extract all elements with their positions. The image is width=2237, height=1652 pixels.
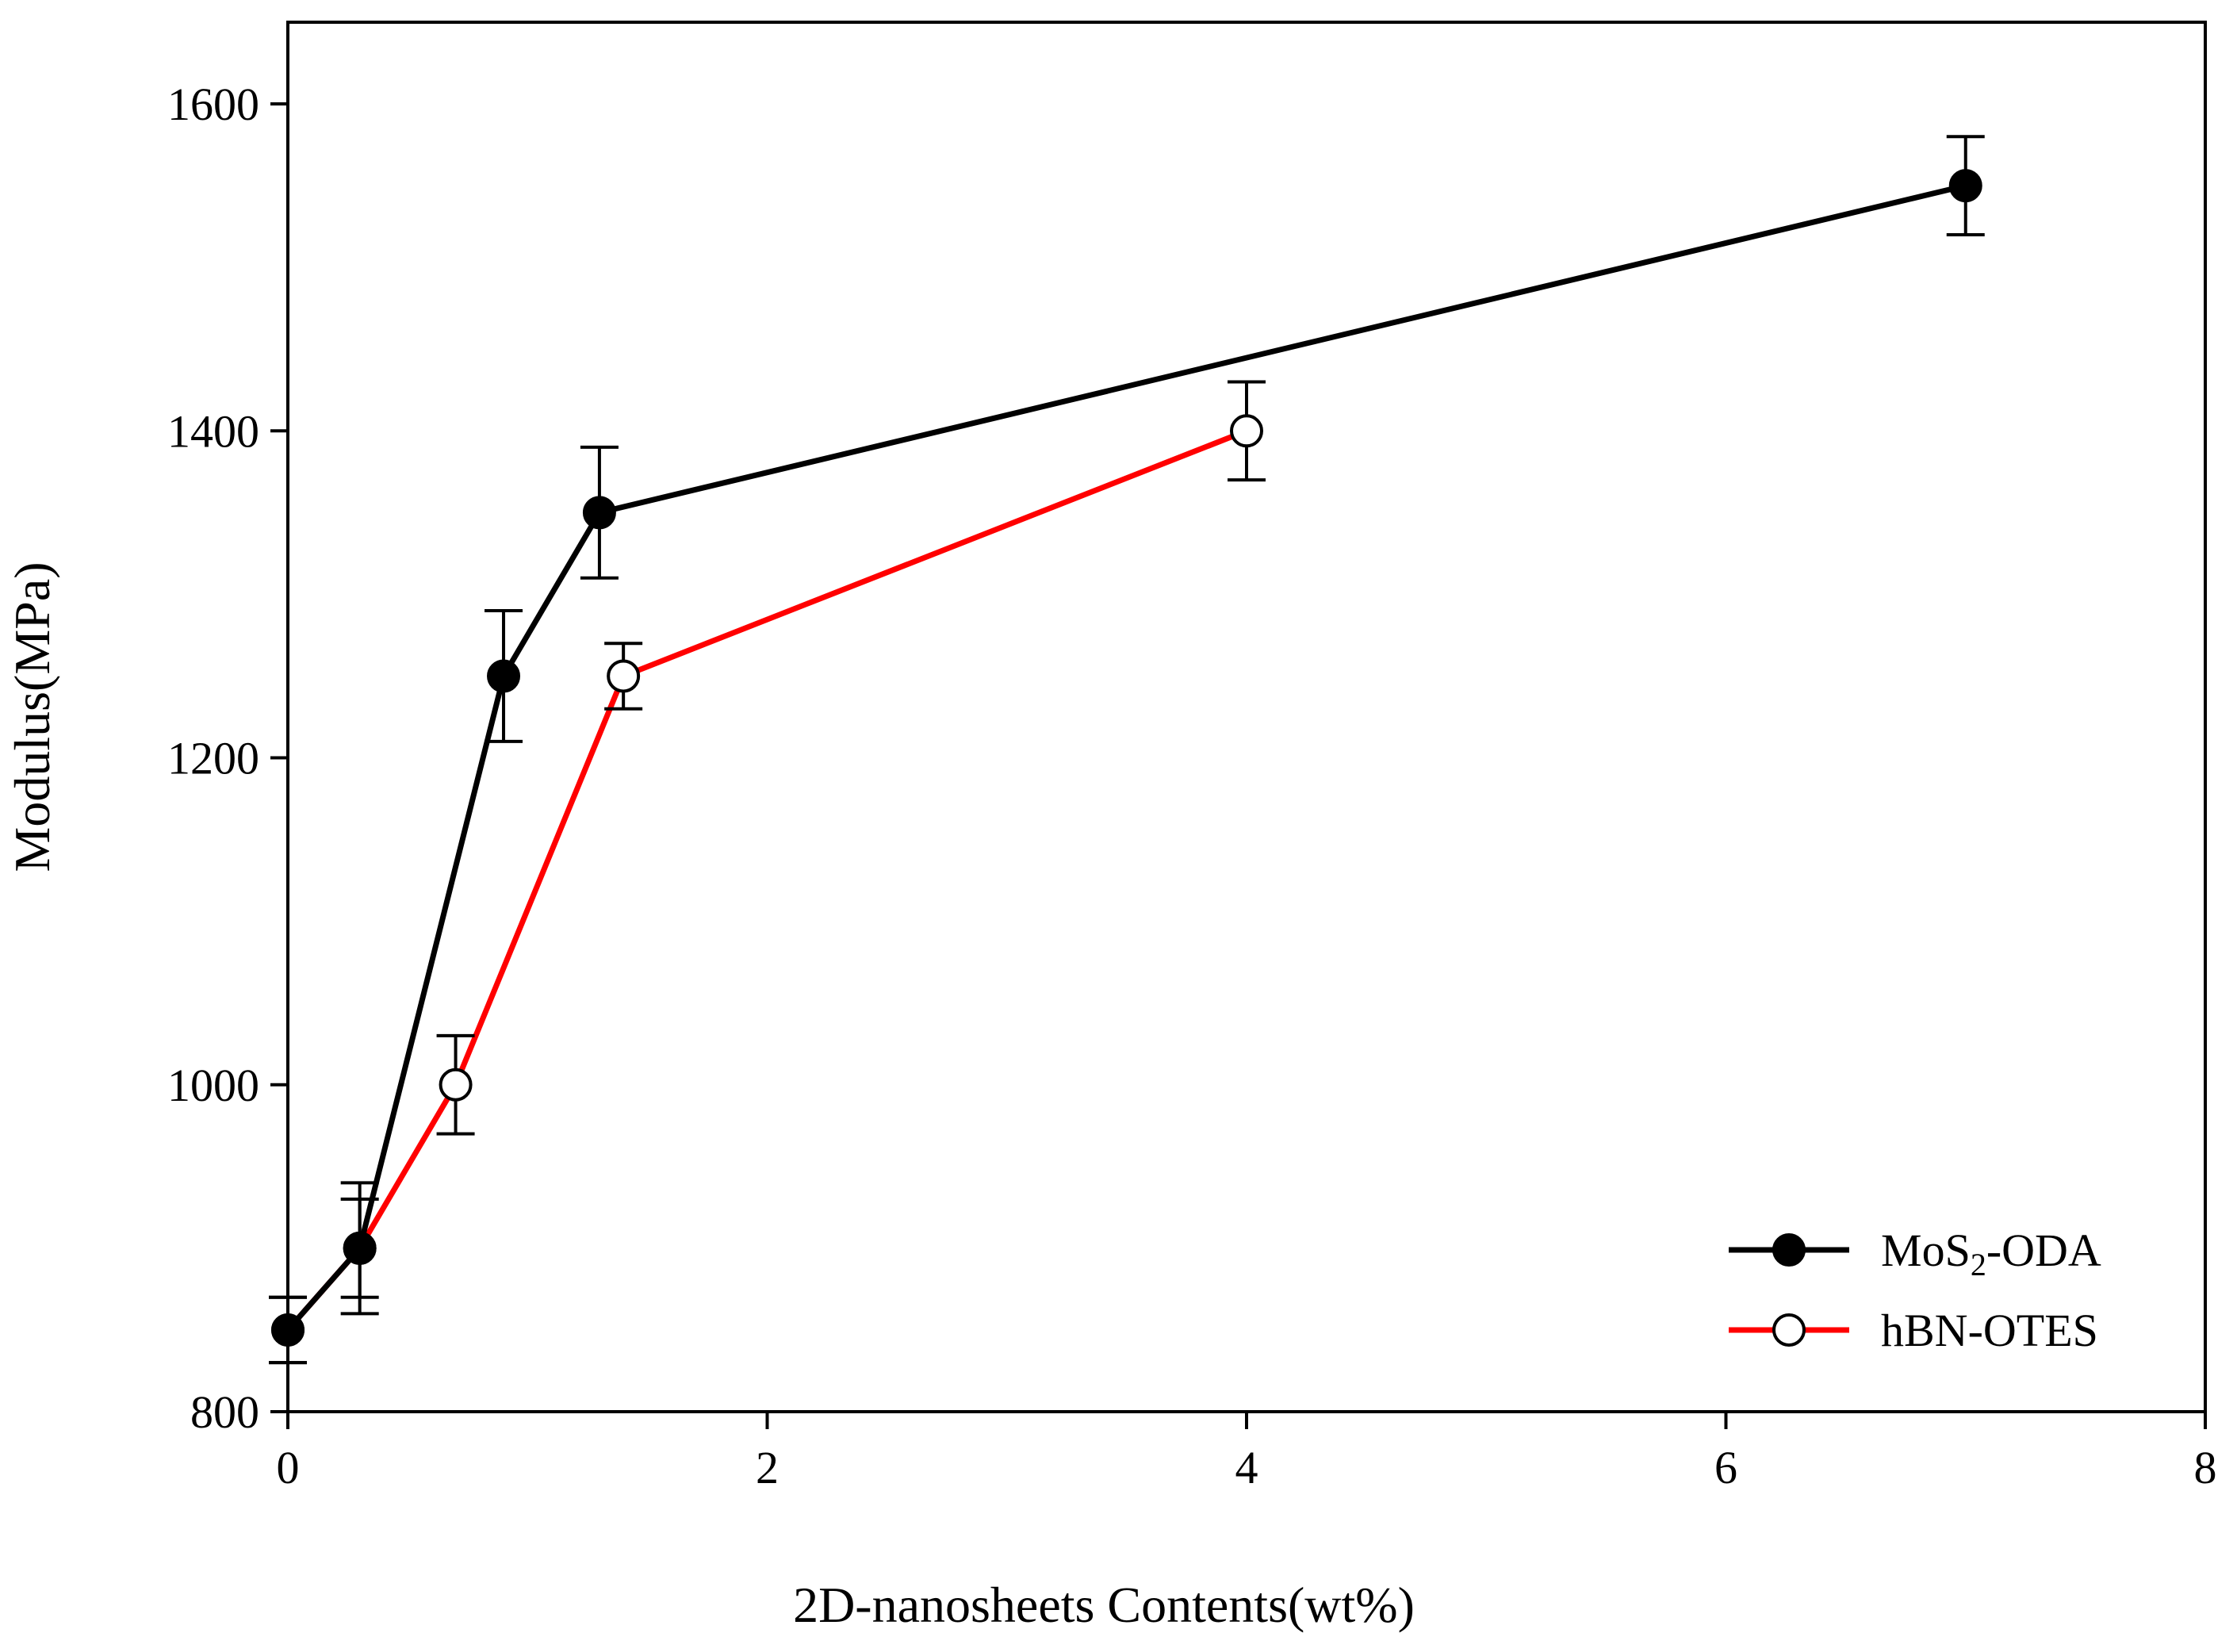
series-0-point (1948, 169, 1982, 203)
series-1-point (1230, 414, 1263, 448)
series-0-point (343, 1231, 377, 1265)
x-tick-label: 8 (2194, 1442, 2217, 1493)
plot-area-frame (286, 21, 2207, 1413)
x-tick-label: 2 (756, 1442, 779, 1493)
y-tick-label: 1400 (167, 405, 259, 457)
y-tick-label: 1000 (167, 1060, 259, 1111)
series-1-line (285, 428, 1248, 1332)
legend-label-main: hBN-OTES (1881, 1305, 2098, 1356)
legend-label-rest: -ODA (1986, 1225, 2101, 1276)
x-tick-label: 4 (1235, 1442, 1258, 1493)
x-axis-title: 2D-nanosheets Contents(wt%) (793, 1577, 1415, 1633)
series-1-point (439, 1067, 473, 1102)
series-0-line (285, 182, 1967, 1332)
legend: MoS2-ODA hBN-OTES (1729, 1225, 2101, 1356)
y-axis-title: Modulus(MPa) (4, 562, 60, 872)
legend-label-main: MoS (1881, 1225, 1971, 1276)
x-tick-label: 0 (277, 1442, 300, 1493)
y-tick-label: 1600 (167, 79, 259, 130)
series-1-point (607, 659, 641, 693)
legend-label-subscript: 2 (1971, 1247, 1986, 1282)
x-axis-ticks: 0 2 4 6 8 (277, 1412, 2217, 1493)
series-0-point (271, 1313, 305, 1347)
y-axis-ticks: 800 1000 1200 1400 1600 (167, 79, 288, 1438)
y-tick-label: 800 (190, 1386, 259, 1438)
series-layer (269, 135, 1985, 1365)
legend-marker-0 (1772, 1233, 1806, 1267)
x-tick-label: 6 (1714, 1442, 1737, 1493)
series-0-point (582, 496, 616, 530)
y-tick-label: 1200 (167, 733, 259, 784)
legend-label-1: hBN-OTES (1881, 1305, 2098, 1356)
series-0-point (487, 659, 521, 693)
legend-marker-1 (1772, 1313, 1806, 1347)
legend-label-0: MoS2-ODA (1881, 1225, 2101, 1282)
